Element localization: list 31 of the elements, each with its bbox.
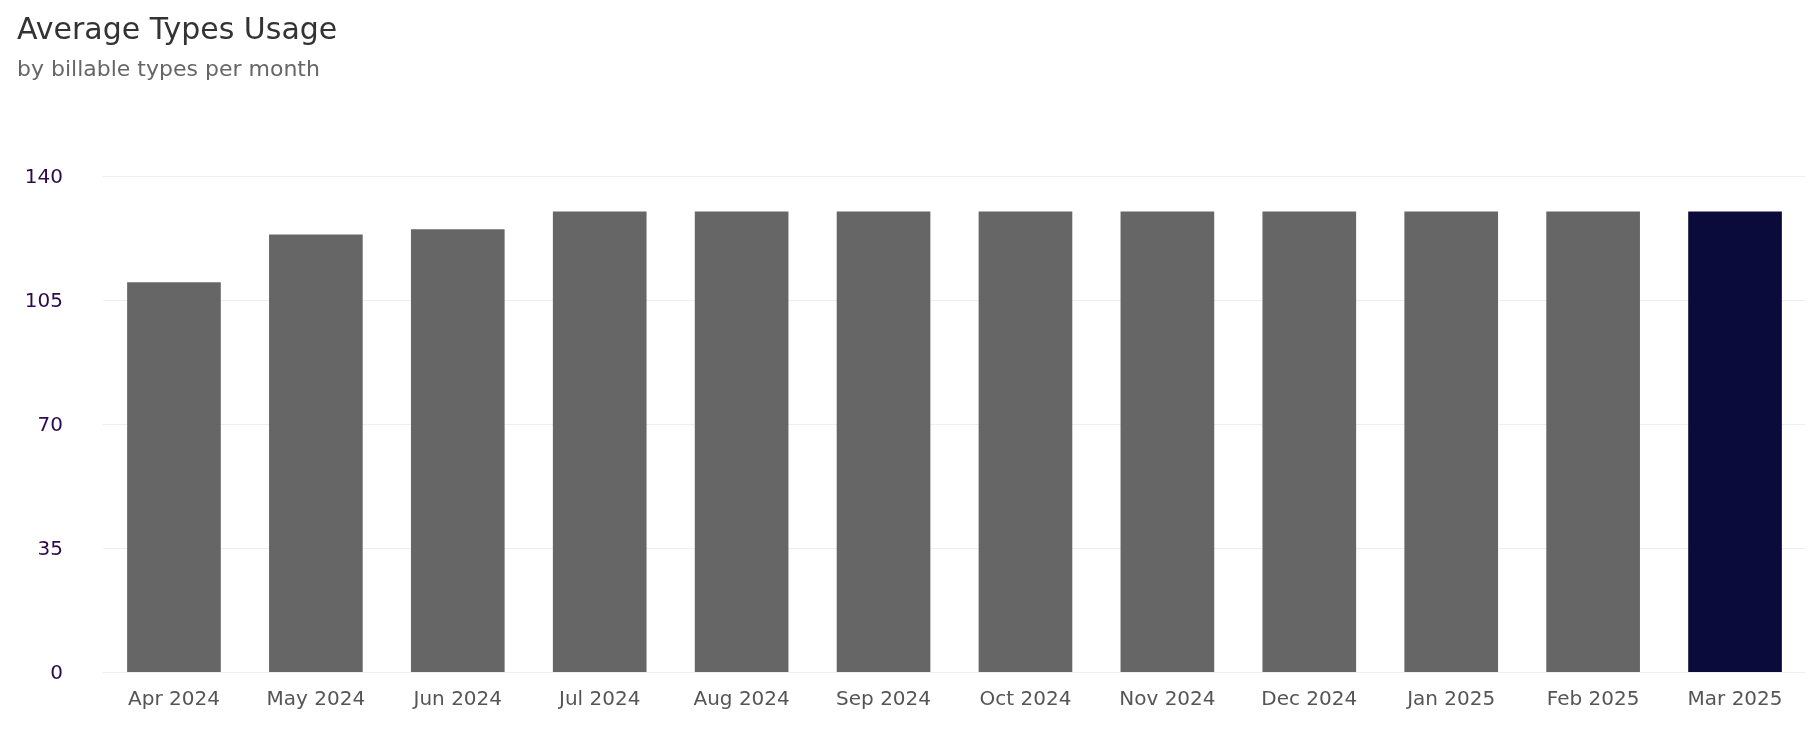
x-tick-label: Feb 2025 bbox=[1546, 686, 1640, 710]
x-tick-label: Jan 2025 bbox=[1405, 686, 1496, 710]
y-tick-label: 70 bbox=[37, 412, 63, 436]
y-tick-label: 0 bbox=[50, 660, 63, 684]
x-tick-label: Apr 2024 bbox=[128, 686, 220, 710]
chart-title: Average Types Usage bbox=[17, 10, 338, 46]
x-tick-label: Nov 2024 bbox=[1119, 686, 1216, 710]
chart-subtitle: by billable types per month bbox=[17, 55, 320, 81]
y-tick-label: 105 bbox=[24, 288, 63, 312]
y-tick-label: 35 bbox=[37, 536, 63, 560]
x-tick-label: Jul 2024 bbox=[557, 686, 641, 710]
bar bbox=[127, 282, 221, 672]
bar bbox=[978, 211, 1073, 672]
x-tick-label: Dec 2024 bbox=[1261, 686, 1358, 710]
bar bbox=[1404, 211, 1499, 672]
bar bbox=[694, 211, 789, 672]
bar bbox=[410, 229, 505, 672]
x-tick-label: May 2024 bbox=[266, 686, 366, 710]
bar bbox=[269, 234, 363, 672]
x-tick-label: Jun 2024 bbox=[411, 686, 503, 710]
x-tick-label: Mar 2025 bbox=[1687, 686, 1783, 710]
y-tick-label: 140 bbox=[24, 164, 63, 188]
bar bbox=[836, 211, 931, 672]
bar bbox=[1120, 211, 1215, 672]
x-tick-label: Sep 2024 bbox=[836, 686, 932, 710]
x-tick-label: Aug 2024 bbox=[693, 686, 790, 710]
bar bbox=[1262, 211, 1357, 672]
bar bbox=[552, 211, 647, 672]
bar bbox=[1546, 211, 1640, 672]
bar bbox=[1688, 211, 1782, 672]
x-tick-label: Oct 2024 bbox=[979, 686, 1072, 710]
